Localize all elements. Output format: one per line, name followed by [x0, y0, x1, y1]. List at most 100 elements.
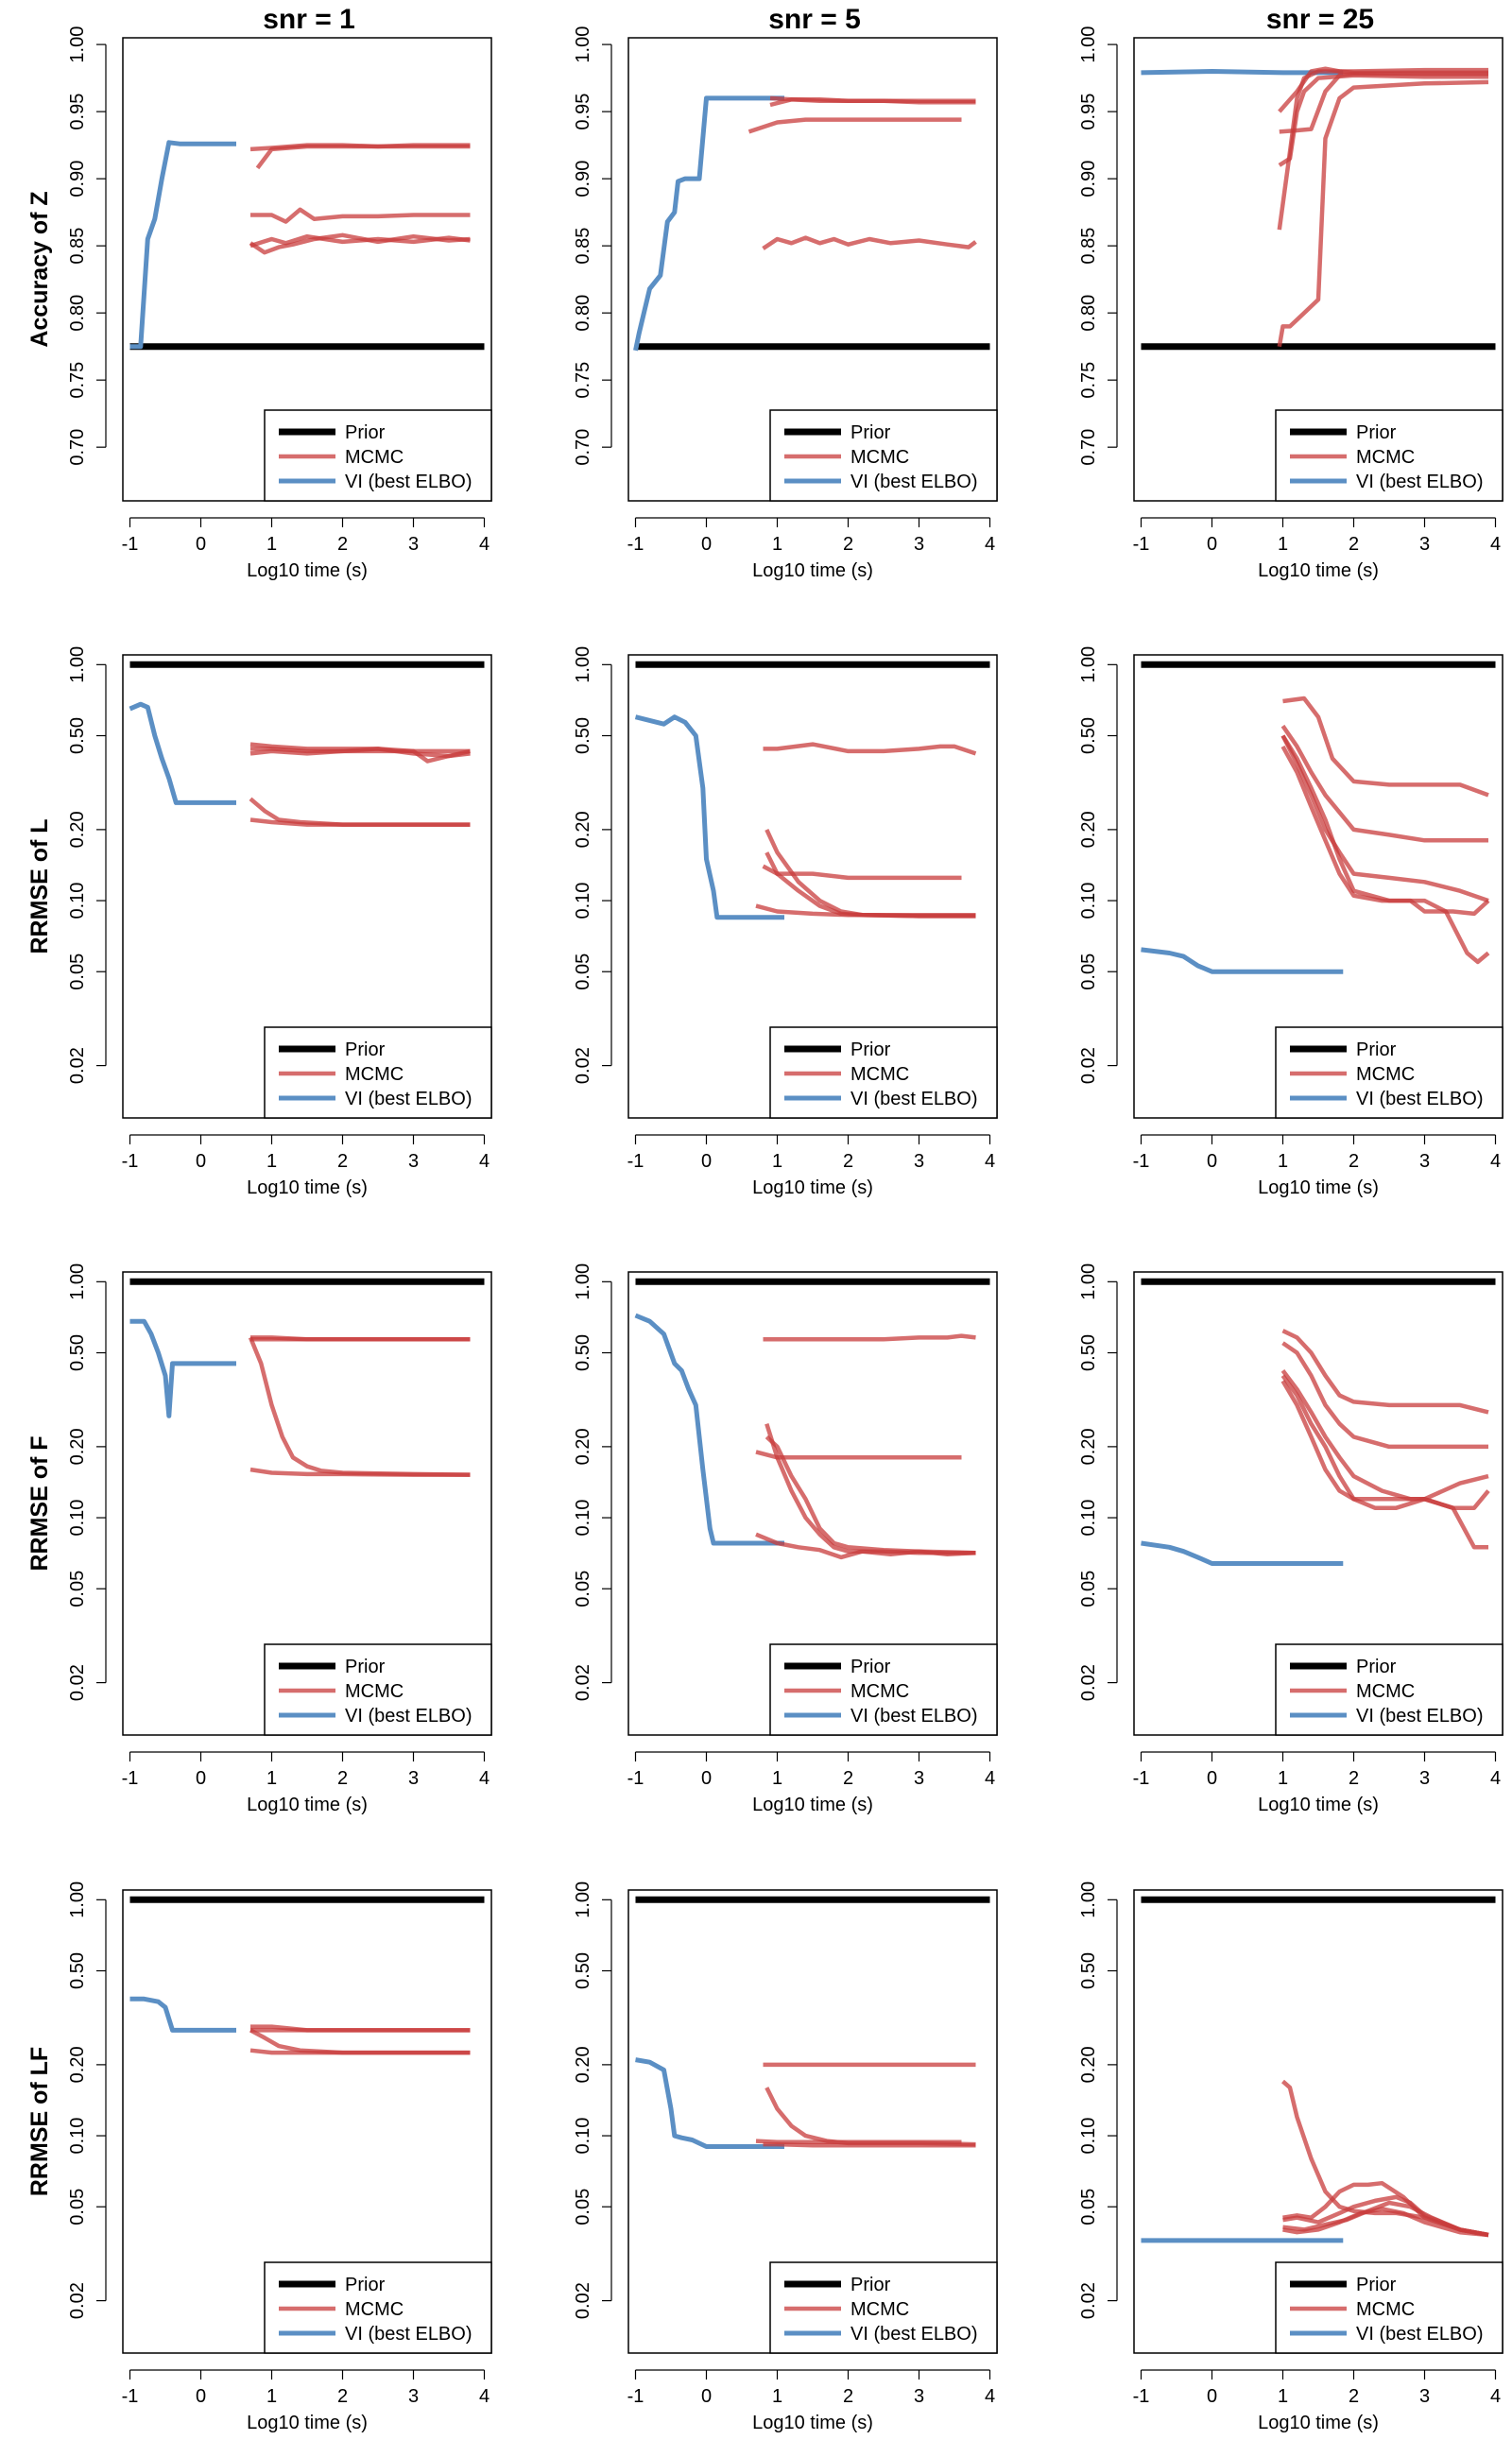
y-tick-label: 0.20: [573, 2046, 593, 2083]
legend: Prior MCMC VI (best ELBO): [1275, 409, 1503, 502]
x-tick-label: 2: [337, 1768, 348, 1789]
legend-label-vi: VI (best ELBO): [345, 2324, 472, 2345]
y-tick-label: 0.10: [573, 2118, 593, 2155]
series-line-mcmc: [1282, 696, 1489, 798]
series-group: [129, 140, 485, 351]
legend-label-prior: Prior: [1356, 2275, 1397, 2295]
y-tick-label: 0.20: [573, 1428, 593, 1465]
x-axis-title: Log10 time (s): [1258, 560, 1379, 581]
panel-r2-c1: -1 0 1 2 3 4 Log10 time (s) 0.02 0.05 0.10 0.20 0.5…: [26, 646, 492, 1198]
x-tick-label: 0: [701, 2386, 712, 2407]
legend-label-vi: VI (best ELBO): [1356, 2324, 1484, 2345]
y-tick-label: 1.00: [67, 1881, 88, 1918]
x-tick-label: 2: [337, 2386, 348, 2407]
series-line-mcmc: [763, 742, 977, 756]
series-line-vi: [1141, 947, 1344, 974]
legend-label-vi: VI (best ELBO): [1356, 472, 1484, 492]
legend-label-prior: Prior: [850, 1040, 891, 1060]
series-line-mcmc: [762, 235, 977, 250]
legend-label-prior: Prior: [345, 1657, 386, 1677]
x-tick-label: -1: [122, 1151, 139, 1172]
x-tick-label: 1: [772, 2386, 782, 2407]
panel-r1-c2: -1 0 1 2 3 4 Log10 time (s) 0.70 0.75 0.80 0.85 0.9…: [573, 26, 998, 581]
y-tick-label: 0.10: [67, 883, 88, 919]
legend: Prior MCMC VI (best ELBO): [264, 2261, 492, 2354]
y-tick-label: 0.75: [573, 362, 593, 399]
x-tick-label: 2: [1349, 2386, 1359, 2407]
series-group: [129, 661, 485, 827]
x-tick-label: 2: [843, 534, 853, 555]
series-group: [633, 95, 990, 352]
series-line-mcmc: [249, 2028, 471, 2055]
y-tick-label: 0.80: [67, 295, 88, 332]
y-tick-label: 0.10: [573, 1500, 593, 1537]
y-tick-label: 0.20: [1078, 811, 1099, 848]
series-line-mcmc: [255, 144, 471, 170]
panel-r4-c1: -1 0 1 2 3 4 Log10 time (s) 0.02 0.05 0.10 0.20 0.5…: [26, 1881, 492, 2433]
series-line-vi: [129, 1996, 236, 2033]
series-line-mcmc: [755, 903, 976, 918]
y-tick-label: 1.00: [573, 1263, 593, 1300]
x-tick-label: 3: [914, 1768, 924, 1789]
series-line-mcmc: [763, 2141, 976, 2148]
series-line-mcmc: [765, 1435, 976, 1555]
series-line-vi: [129, 140, 236, 350]
legend: Prior MCMC VI (best ELBO): [264, 1026, 492, 1119]
legend: Prior MCMC VI (best ELBO): [769, 409, 998, 502]
row-label: RRMSE of F: [26, 1435, 53, 1571]
x-tick-label: 0: [196, 534, 206, 555]
panel-r2-c2: -1 0 1 2 3 4 Log10 time (s) 0.02 0.05 0.10 0.20 0.5…: [573, 646, 998, 1198]
y-tick-label: 1.00: [1078, 1881, 1099, 1918]
x-tick-label: 2: [843, 1151, 853, 1172]
x-tick-label: 1: [772, 534, 782, 555]
legend-label-prior: Prior: [1356, 422, 1397, 443]
column-title-snr-25: snr = 25: [1266, 4, 1374, 35]
legend-label-prior: Prior: [345, 422, 386, 443]
series-line-mcmc: [1281, 2079, 1489, 2238]
legend-label-vi: VI (best ELBO): [850, 1089, 978, 1109]
y-tick-label: 0.02: [1078, 2282, 1099, 2319]
y-tick-label: 0.05: [573, 954, 593, 990]
y-tick-label: 0.85: [573, 228, 593, 265]
legend-label-prior: Prior: [850, 422, 891, 443]
y-tick-label: 0.70: [573, 429, 593, 466]
panel-r4-c3: -1 0 1 2 3 4 Log10 time (s) 0.02 0.05 0.10 0.20 0.5…: [1078, 1881, 1503, 2433]
y-tick-label: 0.20: [67, 1428, 88, 1465]
y-tick-label: 0.20: [1078, 1428, 1099, 1465]
x-tick-label: 4: [479, 2386, 490, 2407]
x-tick-label: 0: [1207, 1768, 1217, 1789]
y-tick-label: 0.80: [1078, 295, 1099, 332]
x-tick-label: 4: [1490, 534, 1501, 555]
y-tick-label: 0.50: [67, 717, 88, 754]
y-tick-label: 0.50: [1078, 1952, 1099, 1989]
y-tick-label: 0.50: [67, 1334, 88, 1371]
x-tick-label: -1: [1133, 2386, 1150, 2407]
series-line-mcmc: [1280, 1374, 1488, 1550]
x-tick-label: -1: [627, 1768, 644, 1789]
y-tick-label: 0.50: [573, 717, 593, 754]
x-tick-label: 3: [1419, 2386, 1430, 2407]
series-line-mcmc: [249, 797, 471, 827]
y-tick-label: 0.05: [1078, 2189, 1099, 2225]
y-tick-label: 0.10: [1078, 1500, 1099, 1537]
series-group: [634, 661, 990, 920]
y-tick-label: 0.05: [573, 1571, 593, 1607]
legend-label-vi: VI (best ELBO): [345, 472, 472, 492]
legend-label-prior: Prior: [1356, 1040, 1397, 1060]
legend: Prior MCMC VI (best ELBO): [264, 1643, 492, 1736]
y-tick-label: 0.50: [1078, 717, 1099, 754]
y-tick-label: 1.00: [67, 646, 88, 683]
y-tick-label: 1.00: [1078, 1263, 1099, 1300]
y-tick-label: 0.50: [573, 1952, 593, 1989]
y-tick-label: 0.20: [573, 811, 593, 848]
series-line-mcmc: [249, 747, 471, 759]
column-title-snr-5: snr = 5: [768, 4, 861, 35]
x-tick-label: 4: [479, 1768, 490, 1789]
x-tick-label: 3: [914, 534, 924, 555]
panel-r3-c3: -1 0 1 2 3 4 Log10 time (s) 0.02 0.05 0.10 0.20 0.5…: [1078, 1263, 1503, 1815]
row-label: RRMSE of L: [26, 818, 53, 954]
legend-label-mcmc: MCMC: [850, 2299, 909, 2320]
y-tick-label: 0.02: [573, 2282, 593, 2319]
panel-r4-c2: -1 0 1 2 3 4 Log10 time (s) 0.02 0.05 0.10 0.20 0.5…: [573, 1881, 998, 2433]
